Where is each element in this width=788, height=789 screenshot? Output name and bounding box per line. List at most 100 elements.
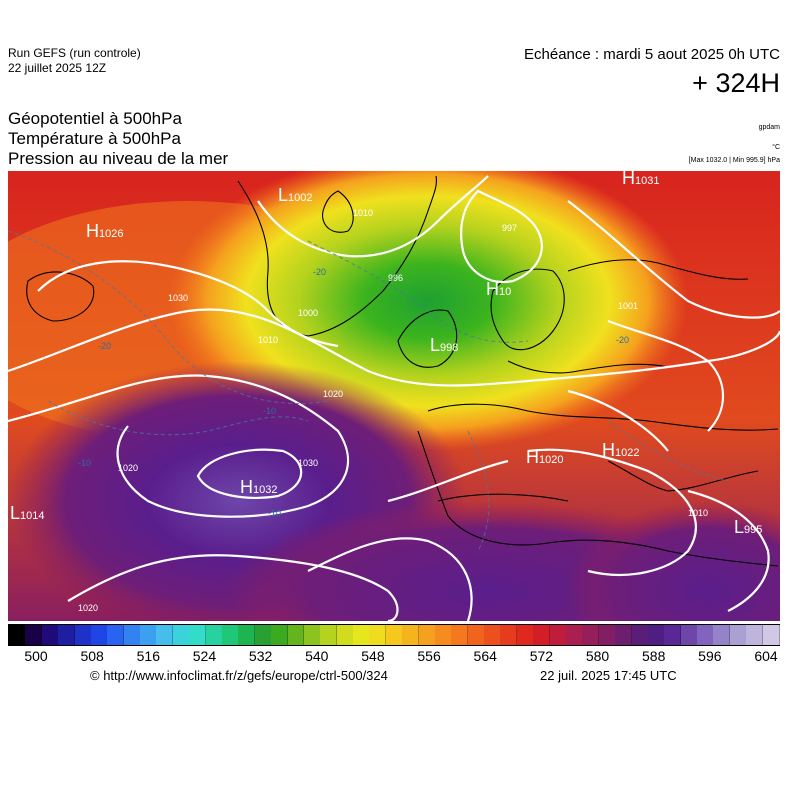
isobar-value-labels: 1010 1020 1030 996 997 1001 1000 1010 10… (78, 208, 708, 613)
layer-temperature-title: Température à 500hPa (8, 129, 181, 148)
color-scale-tick-label: 588 (642, 648, 666, 664)
color-scale-swatch (320, 625, 338, 645)
color-scale-swatch (598, 625, 616, 645)
color-scale-swatch (418, 625, 436, 645)
center-low-greenland: L1002 (278, 185, 313, 205)
color-scale-tick-label: 596 (698, 648, 722, 664)
unit-temperature: °C (772, 144, 780, 151)
isobar-label: 1010 (688, 508, 708, 518)
color-scale-swatch (9, 625, 26, 645)
color-scale-swatch (533, 625, 551, 645)
color-scale-swatch (385, 625, 403, 645)
run-title: Run GEFS (run controle) (8, 46, 141, 60)
isobar-label: 996 (388, 273, 403, 283)
color-scale-tick-label: 548 (361, 648, 385, 664)
isobar-label: 1010 (258, 335, 278, 345)
color-scale-swatch (156, 625, 174, 645)
isobar-label: 1001 (618, 301, 638, 311)
color-scale-swatch (615, 625, 633, 645)
coastlines (26, 175, 779, 567)
color-scale-ticks: 500 508 516 524 532 540 548 556 564 572 580 588 596 6… (8, 648, 780, 668)
run-date: 22 juillet 2025 12Z (8, 61, 107, 75)
color-scale-swatch (287, 625, 305, 645)
center-low-northsea: L998 (430, 335, 458, 355)
isotherm-label: -20 (313, 267, 326, 277)
isobar-label: 1000 (298, 308, 318, 318)
color-scale-swatch (189, 625, 207, 645)
isotherm-label: -10 (268, 508, 281, 518)
center-high-azores: H1032 (240, 477, 277, 497)
color-scale-swatch (90, 625, 108, 645)
color-scale-swatch (74, 625, 92, 645)
color-scale-tick-label: 508 (80, 648, 104, 664)
color-scale-tick-label: 500 (24, 648, 48, 664)
color-scale-tick-label: 604 (754, 648, 778, 664)
color-scale-swatch (107, 625, 125, 645)
color-scale-swatch (549, 625, 567, 645)
temperature-isotherms (8, 230, 729, 552)
isobar-label: 1020 (323, 389, 343, 399)
color-scale-swatch (303, 625, 321, 645)
source-credit: © http://www.infoclimat.fr/z/gefs/europe… (90, 668, 388, 683)
center-low-east: L995 (734, 517, 762, 537)
color-scale-swatch (25, 625, 43, 645)
color-scale-swatch (254, 625, 272, 645)
center-low-west: L1014 (10, 503, 45, 523)
isotherm-value-labels: -20 -20 -10 -10 -10 -20 (78, 267, 629, 518)
isobar-label: 1030 (298, 458, 318, 468)
color-scale-tick-label: 580 (585, 648, 610, 664)
center-high-scandinavia: H10 (486, 279, 511, 299)
color-scale-tick-label: 540 (305, 648, 329, 664)
color-scale-swatch (41, 625, 59, 645)
color-scale-swatch (467, 625, 485, 645)
isobar-label: 1030 (168, 293, 188, 303)
layer-pressure-title: Pression au niveau de la mer (8, 149, 229, 168)
center-high-iceland: H1026 (86, 221, 123, 241)
color-scale-swatch (566, 625, 583, 645)
pressure-extremes: [Max 1032.0 | Min 995.9] hPa (688, 157, 780, 164)
center-high-balkans: H1022 (602, 440, 639, 460)
color-scale-swatch (123, 625, 141, 645)
isotherm-label: -10 (263, 406, 276, 416)
isotherm-label: -20 (98, 341, 111, 351)
color-scale-tick-label: 532 (248, 648, 273, 664)
color-scale-swatch (484, 625, 502, 645)
color-scale-swatch (697, 625, 715, 645)
color-scale-swatch (582, 625, 600, 645)
color-scale-swatch (434, 625, 452, 645)
issued-time: 22 juil. 2025 17:45 UTC (540, 668, 677, 683)
weather-map: H1026 L1002 H1032 L1014 H10 L998 H1031 H… (8, 171, 780, 621)
pressure-center-labels: H1026 L1002 H1032 L1014 H10 L998 H1031 H… (10, 171, 762, 537)
color-scale-swatch (500, 625, 518, 645)
color-scale-swatch (680, 625, 698, 645)
color-scale-swatch (402, 625, 420, 645)
isobars (8, 175, 780, 621)
color-scale-swatch (713, 625, 731, 645)
color-scale-swatch (172, 625, 190, 645)
color-scale-tick-label: 556 (417, 648, 441, 664)
isotherm-label: -10 (78, 458, 91, 468)
color-scale-bar (8, 624, 780, 646)
isobar-label: 1010 (353, 208, 373, 218)
forecast-horizon: + 324H (692, 68, 780, 98)
isobar-label: 997 (502, 223, 517, 233)
color-scale-tick-label: 516 (136, 648, 160, 664)
color-scale-swatch (58, 625, 76, 645)
color-scale-swatch (238, 625, 256, 645)
color-scale-swatch (746, 625, 764, 645)
isobar-label: 1020 (78, 603, 98, 613)
color-scale-swatch (664, 625, 682, 645)
color-scale-tick-label: 572 (529, 648, 554, 664)
color-scale-swatch (353, 625, 370, 645)
color-scale-swatch (221, 625, 239, 645)
color-scale-tick-label: 564 (473, 648, 497, 664)
color-scale-swatch (729, 625, 747, 645)
color-scale-tick-label: 524 (192, 648, 217, 664)
center-high-central: H1020 (526, 447, 563, 467)
center-high-russia: H1031 (622, 171, 659, 188)
color-scale-swatch (762, 625, 780, 645)
unit-geopotential: gpdam (758, 124, 780, 131)
forecast-valid-time: Echéance : mardi 5 aout 2025 0h UTC (524, 46, 780, 63)
color-scale-swatch (451, 625, 469, 645)
color-scale-swatch (271, 625, 289, 645)
